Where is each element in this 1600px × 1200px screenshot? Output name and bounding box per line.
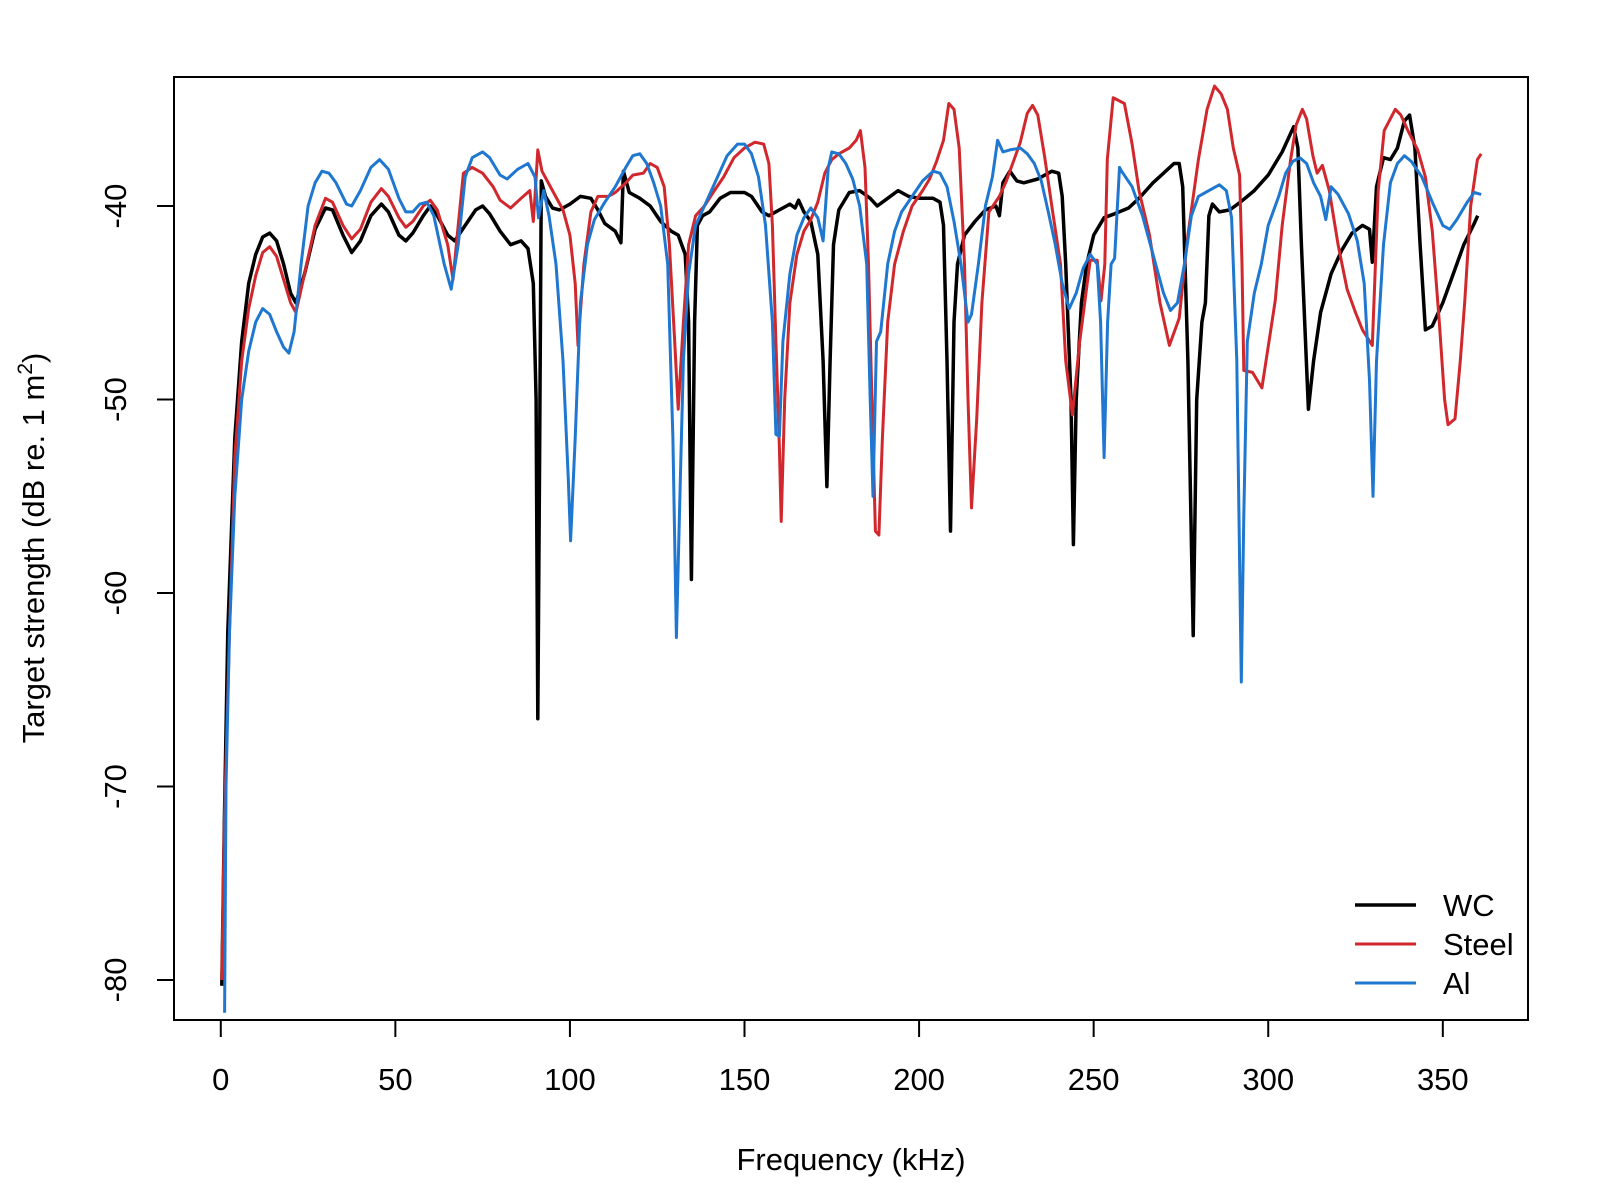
y-axis-title-close: ) xyxy=(16,353,51,363)
x-tick-label: 300 xyxy=(1242,1062,1294,1097)
y-axis-title: Target strength (dB re. 1 m2) xyxy=(14,353,51,744)
y-tick-label: -50 xyxy=(98,377,133,422)
y-axis: -80 -70 -60 -50 -40 xyxy=(98,184,175,1003)
y-axis-title-main: Target strength (dB re. 1 m xyxy=(16,375,51,744)
x-tick-label: 50 xyxy=(378,1062,412,1097)
y-tick-label: -40 xyxy=(98,184,133,229)
legend-label-wc: WC xyxy=(1443,888,1495,923)
y-tick-label: -70 xyxy=(98,764,133,809)
legend-label-steel: Steel xyxy=(1443,927,1514,962)
x-tick-label: 200 xyxy=(893,1062,945,1097)
series-layer xyxy=(220,84,1483,1013)
y-tick-label: -80 xyxy=(98,958,133,1003)
legend-label-al: Al xyxy=(1443,966,1471,1001)
legend: WC Steel Al xyxy=(1355,888,1514,1001)
x-axis: 0 50 100 150 200 250 300 350 xyxy=(212,1019,1469,1097)
x-tick-label: 0 xyxy=(212,1062,229,1097)
x-tick-label: 100 xyxy=(544,1062,596,1097)
x-tick-label: 350 xyxy=(1417,1062,1469,1097)
series-line-al xyxy=(223,138,1482,1013)
y-axis-title-superscript: 2 xyxy=(14,363,37,375)
x-tick-label: 150 xyxy=(719,1062,771,1097)
x-axis-title: Frequency (kHz) xyxy=(736,1142,965,1177)
y-tick-label: -60 xyxy=(98,571,133,616)
x-tick-label: 250 xyxy=(1068,1062,1120,1097)
